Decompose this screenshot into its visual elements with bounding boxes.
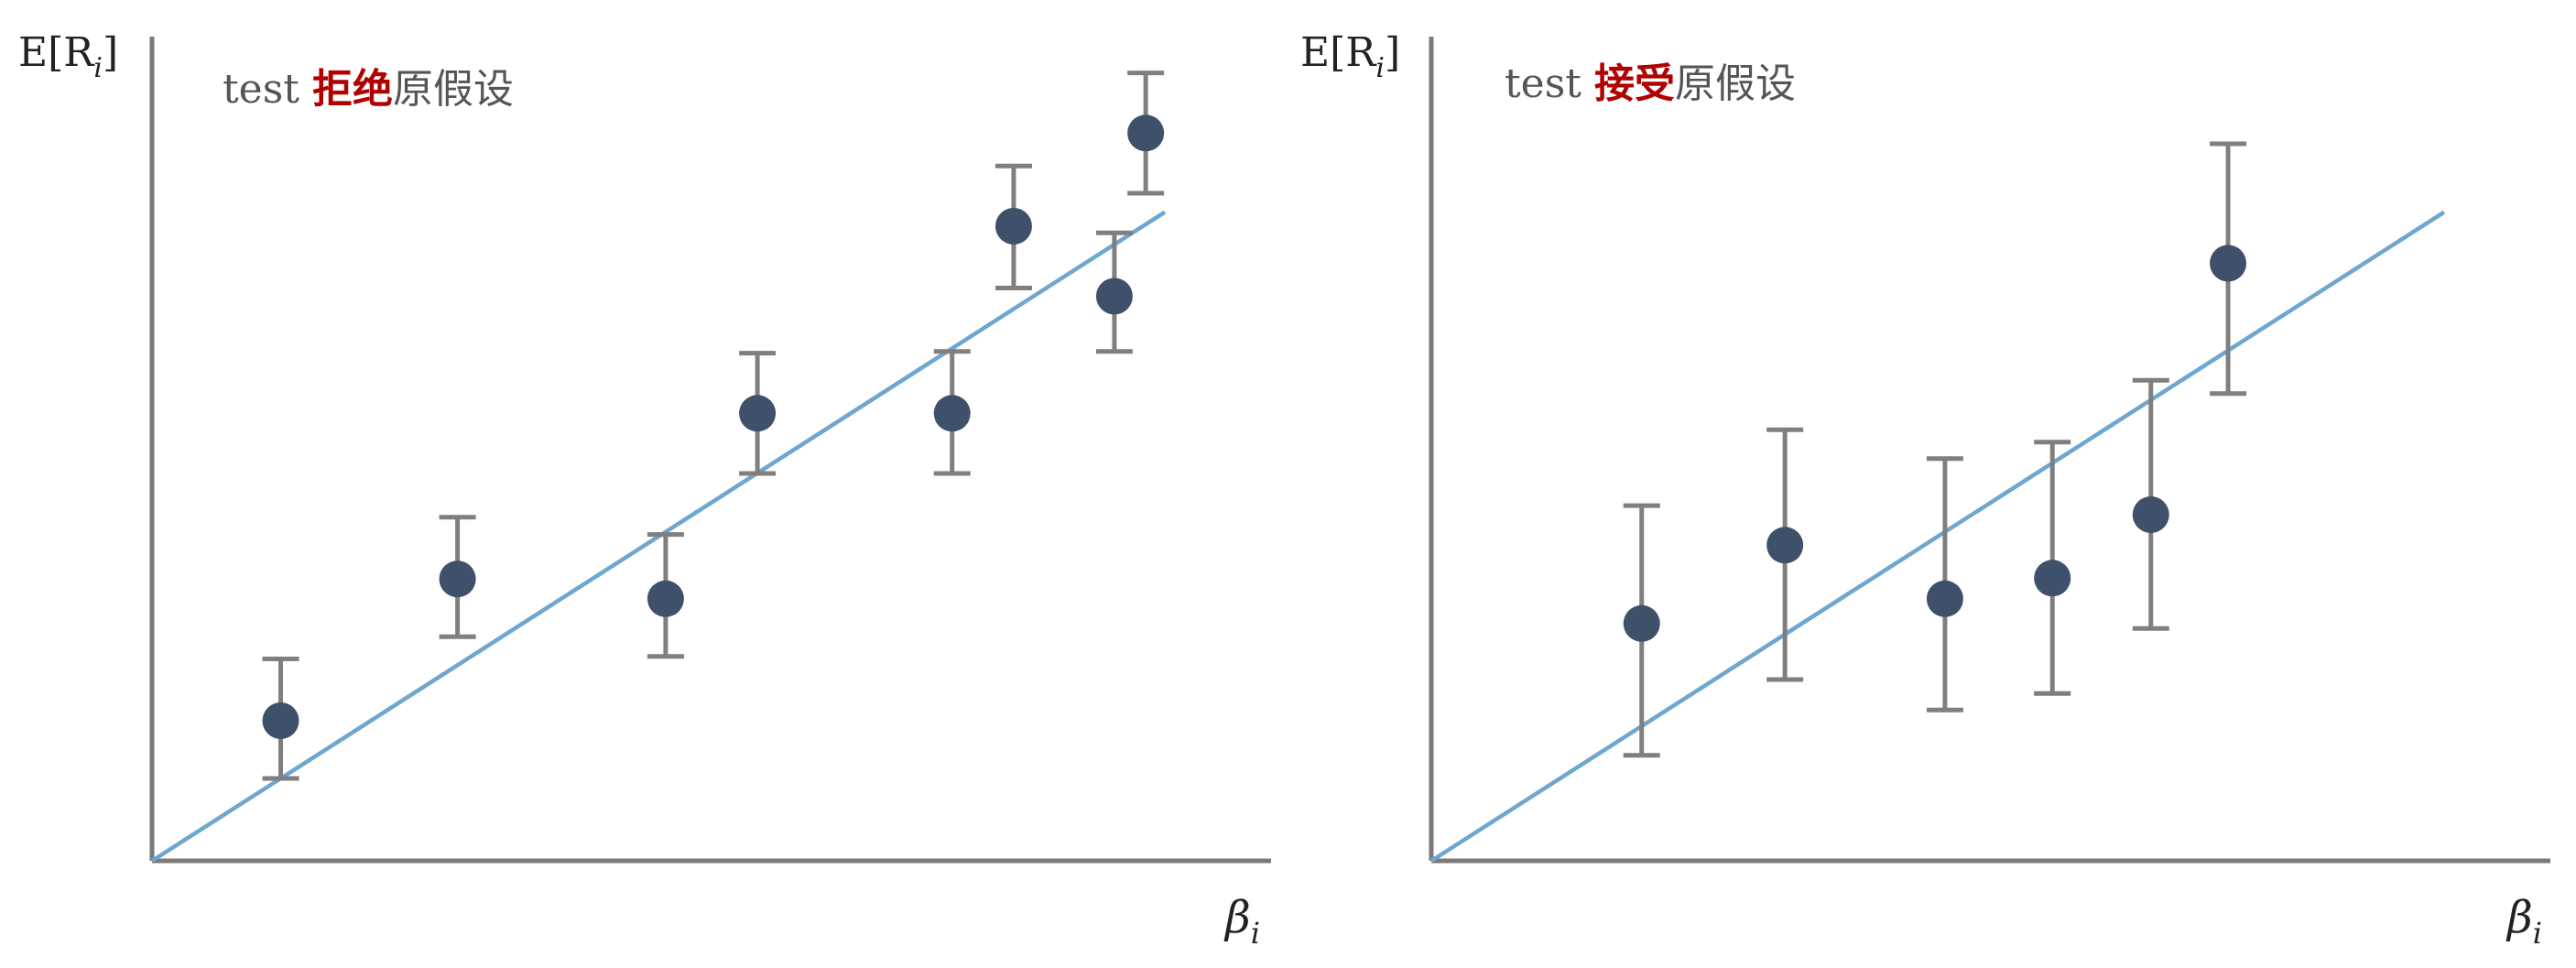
annotation-highlight: 接受 [1594, 60, 1675, 107]
data-point [2132, 496, 2169, 533]
data-point [933, 395, 971, 432]
plot-area-right [1429, 37, 2550, 864]
annotation-text: test 接受原假设 [1505, 60, 1796, 107]
data-point [262, 702, 299, 739]
data-point [1623, 604, 1660, 642]
data-point [995, 208, 1032, 245]
y-axis-label: E[Ri] [1300, 29, 1400, 84]
x-axis-label: βi [1223, 892, 1260, 951]
data-point [1766, 527, 1804, 564]
data-point [647, 580, 684, 617]
data-point [739, 395, 777, 432]
panel-left: E[Ri] βi test 拒绝原假设 [18, 29, 1271, 951]
data-point [2034, 560, 2071, 597]
data-point [1095, 277, 1133, 315]
annotation-text: test 拒绝原假设 [223, 66, 514, 113]
annotation-highlight: 拒绝 [312, 66, 393, 113]
data-point [439, 560, 476, 598]
plot-area-left [149, 37, 1271, 864]
data-point [2210, 245, 2247, 282]
data-point [1926, 580, 1963, 617]
y-axis-label: E[Ri] [18, 29, 118, 84]
x-axis-label: βi [2505, 892, 2542, 951]
data-point [1127, 114, 1165, 152]
panel-right: E[Ri] βi test 接受原假设 [1300, 29, 2550, 951]
fit-line [1429, 210, 2446, 863]
